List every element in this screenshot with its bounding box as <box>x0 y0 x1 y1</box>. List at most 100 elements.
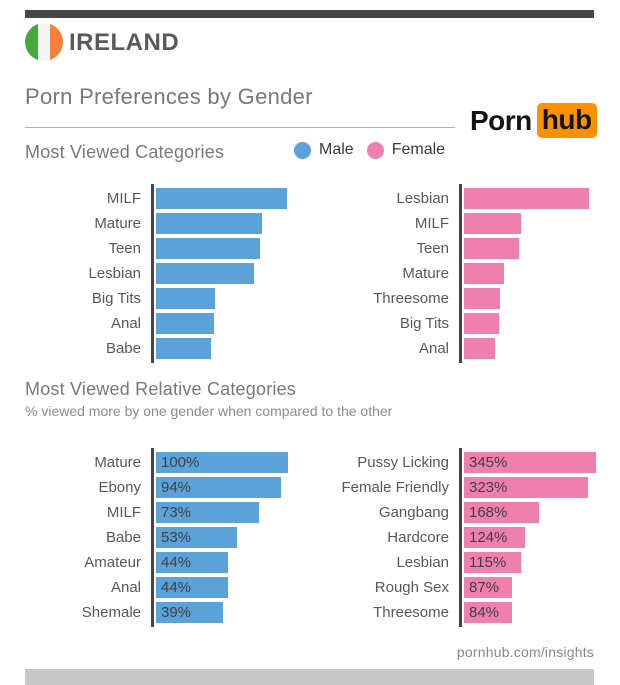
bar-male: 53% <box>156 527 237 548</box>
pornhub-logo-hub-text: hub <box>541 104 592 135</box>
bar-female: 168% <box>464 502 539 523</box>
category-label: Female Friendly <box>341 479 449 496</box>
chart-row: Threesome 84% <box>311 602 611 623</box>
category-label: Babe <box>105 529 141 546</box>
bar-male: 73% <box>156 502 259 523</box>
chart-row: Shemale 39% <box>3 602 303 623</box>
category-label: Pussy Licking <box>357 454 449 471</box>
bar-male: 94% <box>156 477 281 498</box>
category-label: Anal <box>110 315 141 332</box>
chart-row: Pussy Licking 345% <box>311 452 611 473</box>
ireland-flag-icon <box>25 23 63 61</box>
category-label: Hardcore <box>387 529 449 546</box>
category-label: Ebony <box>98 479 141 496</box>
chart-axis <box>459 184 462 363</box>
chart-row: Anal 44% <box>3 577 303 598</box>
category-label: Lesbian <box>396 190 449 207</box>
chart-row: Gangbang 168% <box>311 502 611 523</box>
chart-row: Anal <box>311 338 611 359</box>
category-label: Big Tits <box>399 315 449 332</box>
value-label: 323% <box>469 479 508 496</box>
pornhub-logo-hub-box: hub <box>536 103 597 138</box>
value-label: 94% <box>161 479 192 496</box>
insights-url: pornhub.com/insights <box>456 644 594 660</box>
legend-label-female: Female <box>391 141 446 158</box>
category-label: MILF <box>106 190 141 207</box>
category-label: Mature <box>94 454 141 471</box>
chart-axis <box>459 448 462 627</box>
chart-row: MILF <box>3 188 303 209</box>
male-dot-icon <box>294 141 311 159</box>
chart-row: Big Tits <box>3 288 303 309</box>
value-label: 73% <box>161 504 192 521</box>
value-label: 124% <box>469 529 508 546</box>
bar-female <box>464 288 500 309</box>
legend-item-male: Male <box>294 141 354 159</box>
bar-female: 115% <box>464 552 521 573</box>
bar-male: 39% <box>156 602 223 623</box>
bar-female <box>464 263 504 284</box>
bar-female: 87% <box>464 577 512 598</box>
chart-row: Hardcore 124% <box>311 527 611 548</box>
section-subtitle-relative: % viewed more by one gender when compare… <box>25 403 393 419</box>
category-label: Anal <box>418 340 449 357</box>
bar-male: 44% <box>156 577 228 598</box>
category-label: Lesbian <box>88 265 141 282</box>
chart-row: Mature <box>3 213 303 234</box>
bar-male <box>156 213 262 234</box>
chart-row: Lesbian <box>3 263 303 284</box>
category-label: MILF <box>106 504 141 521</box>
category-label: Amateur <box>84 554 141 571</box>
category-label: Big Tits <box>91 290 141 307</box>
section-title-relative: Most Viewed Relative Categories <box>25 379 296 399</box>
category-label: Rough Sex <box>374 579 449 596</box>
bar-female <box>464 313 499 334</box>
chart-row: Babe <box>3 338 303 359</box>
category-label: Gangbang <box>378 504 449 521</box>
top-accent-bar <box>25 10 594 18</box>
value-label: 345% <box>469 454 508 471</box>
bar-male: 44% <box>156 552 228 573</box>
bar-female: 84% <box>464 602 512 623</box>
chart-row: Threesome <box>311 288 611 309</box>
chart-axis <box>151 184 154 363</box>
country-name: IRELAND <box>69 29 180 56</box>
chart-row: Ebony 94% <box>3 477 303 498</box>
category-label: Teen <box>416 240 449 257</box>
pornhub-logo-porn-text: Porn <box>470 104 532 136</box>
category-label: Teen <box>108 240 141 257</box>
bar-female <box>464 213 521 234</box>
value-label: 44% <box>161 554 192 571</box>
value-label: 115% <box>469 554 507 571</box>
section-title-most-viewed: Most Viewed Categories <box>25 142 225 162</box>
pornhub-logo: Porn hub <box>470 103 597 138</box>
chart-row: Anal <box>3 313 303 334</box>
chart-row: Amateur 44% <box>3 552 303 573</box>
chart-row: Mature 100% <box>3 452 303 473</box>
bar-female: 323% <box>464 477 588 498</box>
category-label: Threesome <box>373 604 449 621</box>
category-label: MILF <box>414 215 449 232</box>
chart-row: MILF <box>311 213 611 234</box>
value-label: 39% <box>161 604 192 621</box>
chart-female-most-viewed: Lesbian MILF Teen Mature Threesome Big Tits An… <box>311 184 611 363</box>
value-label: 44% <box>161 579 192 596</box>
gender-legend: Male Female <box>294 141 458 159</box>
chart-row: Female Friendly 323% <box>311 477 611 498</box>
header-divider <box>25 127 455 128</box>
bar-male: 100% <box>156 452 288 473</box>
value-label: 53% <box>161 529 192 546</box>
category-label: Mature <box>402 265 449 282</box>
chart-row: MILF 73% <box>3 502 303 523</box>
female-dot-icon <box>366 141 384 159</box>
page-title: Porn Preferences by Gender <box>25 84 313 109</box>
category-label: Lesbian <box>396 554 449 571</box>
category-label: Shemale <box>81 604 141 621</box>
bar-male <box>156 238 260 259</box>
bar-female <box>464 188 589 209</box>
category-label: Babe <box>105 340 141 357</box>
value-label: 84% <box>469 604 500 621</box>
chart-male-most-viewed: MILF Mature Teen Lesbian Big Tits Anal Babe <box>3 184 303 363</box>
value-label: 100% <box>161 454 200 471</box>
chart-row: Teen <box>3 238 303 259</box>
